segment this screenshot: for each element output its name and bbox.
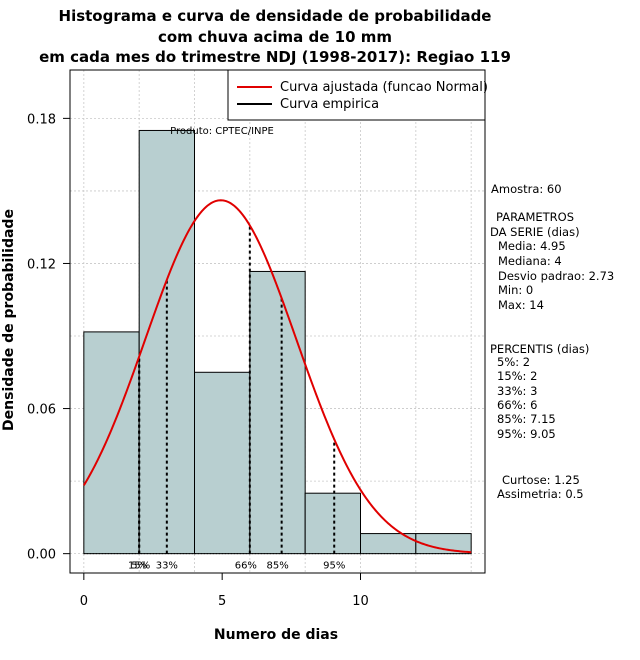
product-label: Produto: CPTEC/INPE [170,126,274,137]
stat-p85: 85%: 7.15 [497,412,556,426]
stat-media: Media: 4.95 [498,239,566,253]
percentile-label-3: 66% [235,561,257,572]
y-axis-label: Densidade de probabilidade [1,209,17,431]
histogram-bar-0 [83,331,140,555]
chart-title-line-1: Histograma e curva de densidade de proba… [59,7,492,25]
histogram-bars [83,129,472,555]
stat-p66: 66%: 6 [497,398,537,412]
percentile-label-0: 5% [131,561,147,572]
percentile-label-5: 95% [323,561,345,572]
percentile-labels: 5%15% 33% 66% 85% 95% [128,561,345,572]
stat-max: Max: 14 [498,298,544,312]
normal-fit-curve [82,199,472,554]
histogram-bar-4 [304,492,361,555]
chart-title-line-2: com chuva acima de 10 mm [158,28,392,46]
stat-percentis-title: PERCENTIS (dias) [490,342,589,356]
stat-p95: 95%: 9.05 [497,427,556,441]
stat-min: Min: 0 [498,283,533,297]
stat-assimetria: Assimetria: 0.5 [497,487,584,501]
percentile-lines [138,225,336,554]
x-tick-label-2: 10 [352,594,369,609]
x-axis-label: Numero de dias [214,627,338,643]
x-tick-label-0: 0 [80,594,88,609]
chart-title-line-3: em cada mes do trimestre NDJ (1998-2017)… [39,48,511,66]
y-tick-label-0: 0.00 [27,548,56,563]
stat-amostra: Amostra: 60 [491,182,562,196]
histogram-bar-2 [194,371,251,555]
x-axis: 0 5 10 [80,572,369,609]
legend-box [227,69,486,121]
y-tick-label-3: 0.18 [27,112,56,127]
legend-label-normal: Curva ajustada (funcao Normal) [280,80,488,95]
percentile-label-1: 15% [128,561,150,572]
x-tick-label-1: 5 [218,594,226,609]
stat-curtose: Curtose: 1.25 [502,473,580,487]
histogram-bar-6 [415,533,472,555]
stat-params-title-1: PARAMETROS [496,210,574,224]
stat-p33: 33%: 3 [497,384,537,398]
y-tick-label-2: 0.12 [27,257,56,272]
stat-p15: 15%: 2 [497,369,537,383]
y-axis: 0.00 0.06 0.12 0.18 [27,112,71,563]
stat-mediana: Mediana: 4 [498,254,562,268]
stats-panel: Amostra: 60 PARAMETROS DA SERIE (dias) M… [490,182,614,501]
histogram-bar-3 [249,270,306,555]
y-tick-label-1: 0.06 [27,403,56,418]
legend: Curva ajustada (funcao Normal) Curva emp… [227,69,488,121]
legend-label-empirical: Curva empirica [280,97,379,112]
stat-p5: 5%: 2 [497,355,530,369]
stat-desvio: Desvio padrao: 2.73 [498,269,614,283]
stat-params-title-2: DA SERIE (dias) [490,225,580,239]
percentile-label-2: 33% [156,561,178,572]
percentile-label-4: 85% [267,561,289,572]
